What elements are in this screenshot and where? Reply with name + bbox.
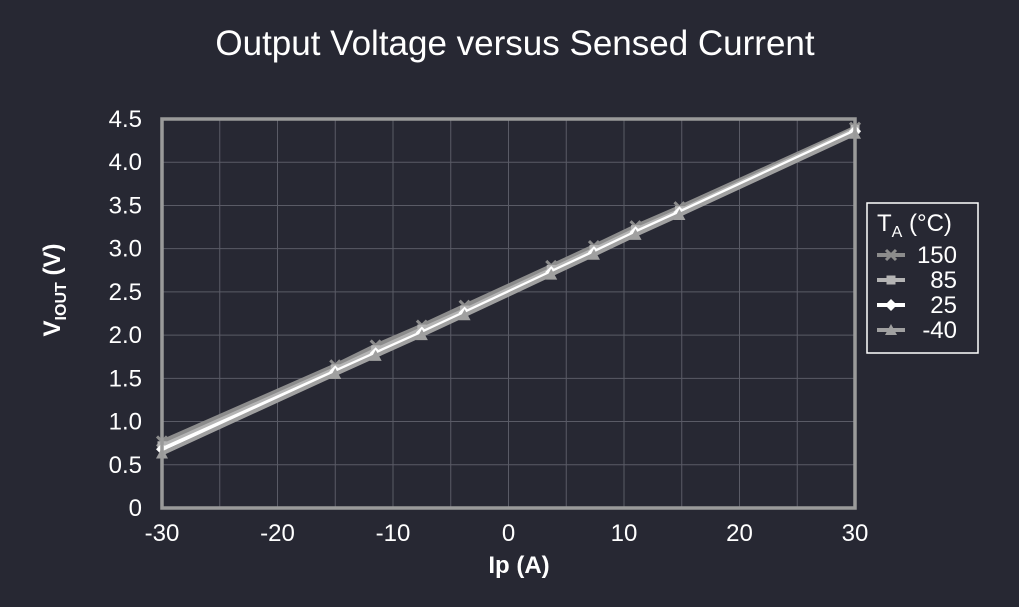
legend-title-suffix: (°C) (902, 210, 952, 237)
y-tick-label: 1.5 (109, 365, 142, 392)
y-tick-label: 0.5 (109, 452, 142, 479)
plot-frame (160, 117, 857, 510)
y-axis-label-main: V (39, 320, 66, 336)
y-tick-label: 2.5 (109, 279, 142, 306)
y-tick-label: 4.5 (109, 106, 142, 133)
data-point (587, 248, 600, 260)
data-point (329, 368, 342, 380)
legend-label: 25 (930, 292, 957, 319)
y-axis-ticks: 0 0.5 1.0 1.5 2.0 2.5 3.0 3.5 4.0 4.5 (109, 106, 142, 522)
y-axis-label-subscript: IOUT (53, 282, 70, 320)
legend-label: 85 (930, 267, 957, 294)
series-layer (155, 121, 862, 459)
legend-item: -40 (877, 317, 957, 344)
y-axis-label-suffix: (V) (39, 244, 66, 283)
legend-swatch-marker (884, 248, 898, 262)
legend-swatch-marker (885, 324, 897, 335)
x-axis-ticks: -30 -20 -10 0 10 20 30 (145, 520, 869, 547)
x-tick-label: 30 (842, 520, 869, 547)
legend-item: 150 (877, 242, 957, 269)
y-tick-label: 4.0 (109, 149, 142, 176)
y-tick-label: 3.5 (109, 192, 142, 219)
y-tick-label: 2.0 (109, 322, 142, 349)
x-tick-label: 20 (726, 520, 753, 547)
data-point (545, 268, 558, 280)
x-tick-label: -30 (145, 520, 180, 547)
y-tick-label: 3.0 (109, 236, 142, 263)
y-tick-label: 1.0 (109, 409, 142, 436)
legend-title: TA (°C) (877, 210, 952, 241)
x-tick-label: 10 (611, 520, 638, 547)
legend-item: 85 (877, 267, 957, 294)
legend-title-main: T (877, 210, 892, 237)
legend-label: -40 (922, 317, 957, 344)
y-axis-label: VIOUT (V) (39, 244, 70, 337)
series-line (161, 131, 856, 456)
series-line (161, 129, 856, 452)
legend-swatch-marker (885, 299, 897, 311)
gridlines (162, 119, 855, 508)
series-line (161, 125, 856, 444)
legend-title-subscript: A (892, 224, 903, 241)
series--40 (156, 127, 861, 459)
plot-area (155, 117, 862, 510)
data-point (629, 228, 642, 240)
chart-title: Output Voltage versus Sensed Current (215, 24, 815, 63)
y-tick-label: 0 (129, 495, 142, 522)
data-point (369, 349, 382, 361)
data-point (415, 329, 428, 341)
data-point (458, 309, 471, 321)
legend-label: 150 (917, 242, 957, 269)
x-axis-label: Ip (A) (488, 552, 549, 579)
data-point (673, 208, 686, 220)
x-tick-label: 0 (502, 520, 515, 547)
x-tick-label: -20 (260, 520, 295, 547)
legend-swatch-marker (886, 275, 896, 285)
x-tick-label: -10 (376, 520, 411, 547)
legend-item: 25 (877, 292, 957, 319)
